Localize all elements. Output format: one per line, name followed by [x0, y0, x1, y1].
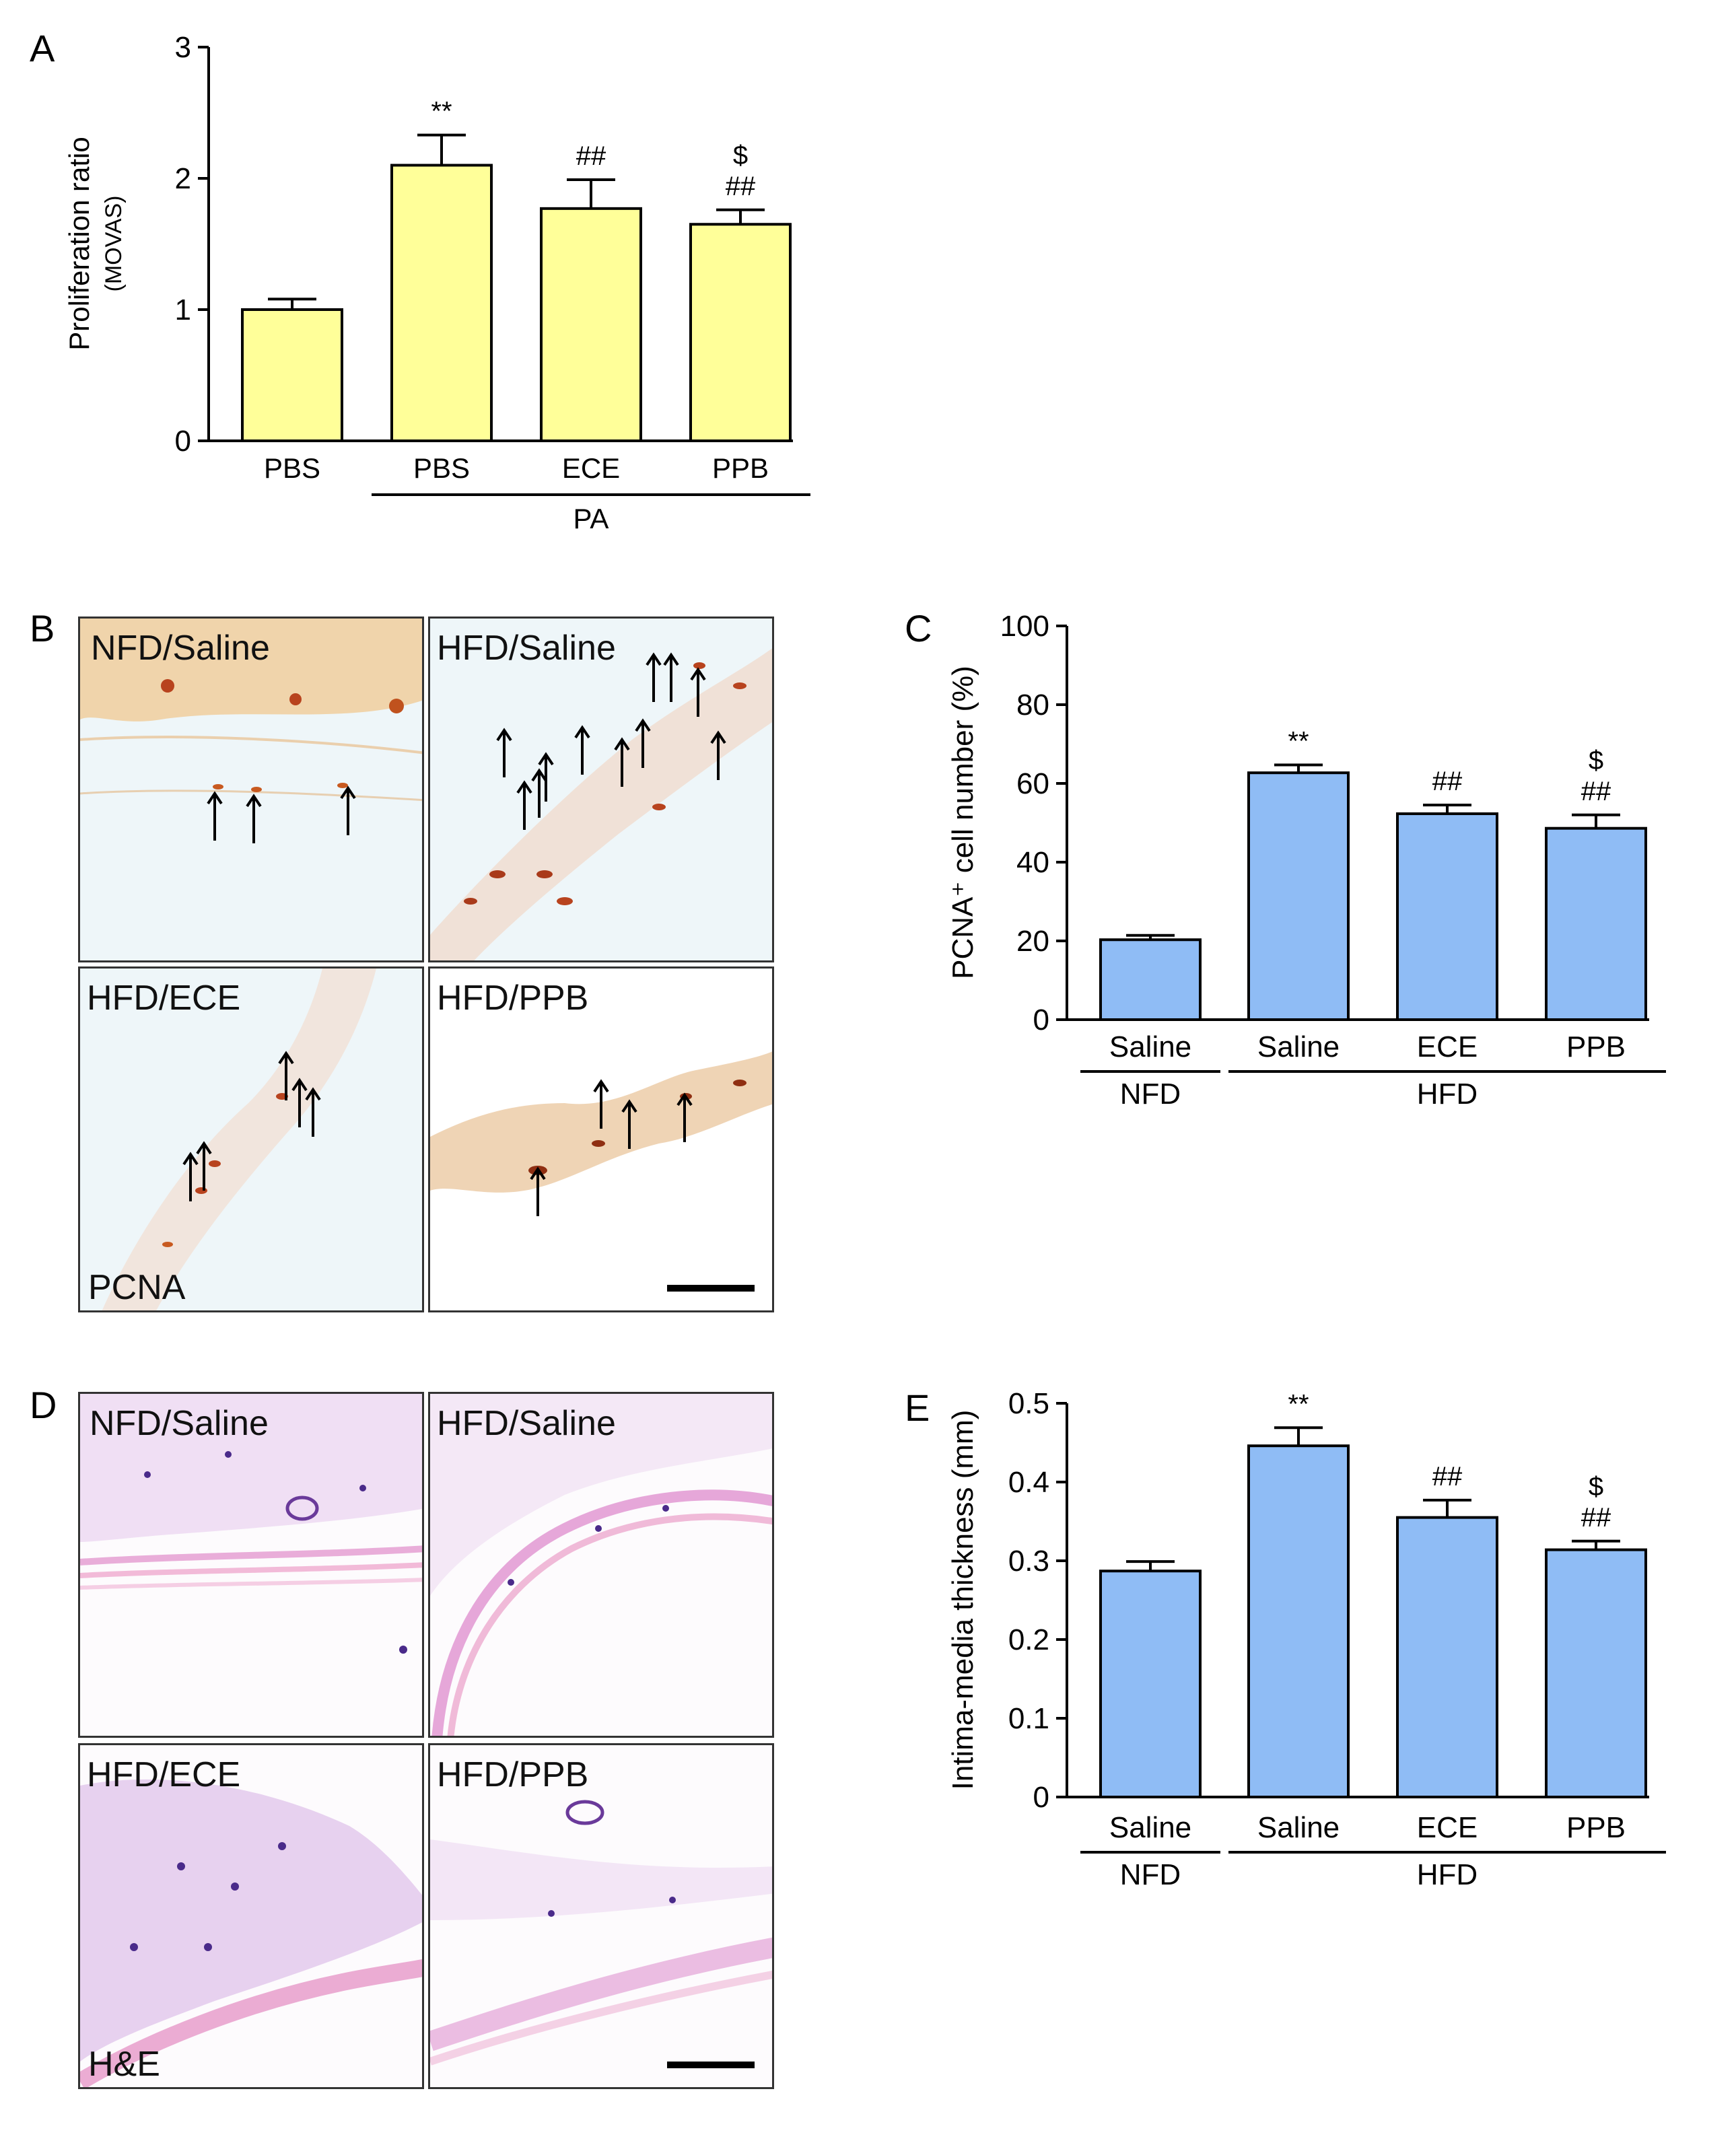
y-tick-label: 3	[175, 31, 191, 64]
significance-label: $	[733, 141, 748, 170]
y-axis-sublabel: (MOVAS)	[101, 196, 127, 292]
bar	[390, 164, 493, 442]
micrograph-label: HFD/PPB	[437, 1755, 589, 1794]
chart-e: 0 0.1 0.2 0.3 0.4 0.5 Intima-media thickness (…	[946, 1387, 1666, 1891]
stain-label: PCNA	[88, 1268, 186, 1307]
bar	[1247, 1444, 1350, 1798]
category-label: PPB	[1566, 1030, 1626, 1063]
micrograph-b-hfd-ppb: HFD/PPB	[428, 966, 774, 1312]
micrograph-label: HFD/Saline	[437, 1404, 616, 1443]
bar	[1099, 938, 1202, 1021]
significance-label: ##	[1432, 1462, 1463, 1491]
y-tick-label: 2	[175, 162, 191, 195]
category-label: PBS	[413, 452, 470, 484]
significance-label: ##	[726, 172, 756, 201]
significance-label: ##	[576, 141, 606, 171]
y-tick-label: 0.2	[1008, 1623, 1049, 1656]
category-label: Saline	[1257, 1811, 1340, 1844]
bar	[1396, 1516, 1498, 1798]
y-axis-label: Intima-media thickness (mm)	[946, 1410, 979, 1790]
y-tick-label: 0	[1033, 1781, 1049, 1814]
category-label: ECE	[562, 452, 620, 484]
y-tick-label: 0	[175, 425, 191, 458]
bar	[1545, 1548, 1647, 1799]
bar	[1396, 812, 1498, 1022]
group-label: NFD	[1120, 1858, 1181, 1891]
category-label: Saline	[1109, 1030, 1191, 1063]
category-label: PPB	[1566, 1811, 1626, 1844]
category-label: PPB	[712, 452, 769, 484]
significance-label: $	[1589, 1472, 1603, 1502]
y-axis-label: PCNA⁺ cell number (%)	[946, 666, 979, 979]
y-tick-label: 0.5	[1008, 1387, 1049, 1420]
tissue-texture	[80, 619, 422, 843]
category-label: Saline	[1257, 1030, 1340, 1063]
category-label: PBS	[264, 452, 320, 484]
micrograph-b-hfd-saline: HFD/Saline	[428, 617, 774, 962]
stain-label: H&E	[88, 2045, 160, 2084]
tissue-texture	[430, 648, 772, 960]
significance-label: ##	[1432, 767, 1463, 796]
micrograph-d-hfd-saline: HFD/Saline	[428, 1392, 774, 1738]
significance-label: **	[1288, 727, 1309, 756]
micrograph-label: NFD/Saline	[90, 1404, 269, 1443]
y-axis-label: Proliferation ratio	[63, 137, 95, 350]
tissue-texture	[80, 1779, 422, 2087]
tissue-texture	[430, 1051, 772, 1216]
micrograph-label: HFD/ECE	[87, 979, 241, 1018]
chart-c: 0 20 40 60 80 100 PCNA⁺ cell number (%) Saline *…	[946, 610, 1666, 1111]
panel-letter-e: E	[905, 1386, 930, 1429]
y-tick-label: 20	[1016, 925, 1049, 958]
scale-bar	[667, 1285, 755, 1292]
y-tick-label: 0.1	[1008, 1702, 1049, 1735]
significance-label: ##	[1581, 1503, 1611, 1533]
panel-letter-c: C	[905, 607, 932, 649]
bar	[1099, 1570, 1202, 1798]
group-label: PA	[574, 503, 609, 534]
y-tick-label: 40	[1016, 846, 1049, 879]
significance-label: ##	[1581, 777, 1611, 806]
category-label: ECE	[1417, 1030, 1478, 1063]
micrograph-label: HFD/PPB	[437, 979, 589, 1018]
micrograph-b-nfd-saline: NFD/Saline	[78, 617, 424, 962]
bar	[540, 207, 642, 442]
micrograph-label: NFD/Saline	[91, 629, 270, 668]
y-tick-label: 0.4	[1008, 1466, 1049, 1499]
chart-a: 0 1 2 3 Proliferation ratio (MOVAS) PBS ** PBS ##…	[63, 31, 810, 534]
panel-letter-d: D	[30, 1384, 57, 1426]
y-tick-label: 1	[175, 293, 191, 326]
micrograph-d-hfd-ppb: HFD/PPB	[428, 1743, 774, 2089]
group-label: NFD	[1120, 1078, 1181, 1111]
group-label: HFD	[1417, 1858, 1478, 1891]
micrograph-label: HFD/Saline	[437, 629, 616, 668]
tissue-texture	[430, 1800, 772, 2066]
category-label: ECE	[1417, 1811, 1478, 1844]
micrograph-b-hfd-ece: HFD/ECE PCNA	[78, 966, 424, 1312]
micrograph-d-nfd-saline: NFD/Saline	[78, 1392, 424, 1738]
bar	[689, 223, 792, 442]
micrograph-d-hfd-ece: HFD/ECE H&E	[78, 1743, 424, 2089]
bar	[241, 308, 343, 442]
tissue-texture	[102, 969, 376, 1310]
bar	[1247, 771, 1350, 1021]
scale-bar	[667, 2062, 755, 2068]
y-tick-label: 80	[1016, 689, 1049, 721]
significance-label: **	[1288, 1389, 1309, 1419]
bar	[1545, 826, 1647, 1021]
tissue-texture	[80, 1394, 422, 1654]
y-tick-label: 100	[1000, 610, 1049, 643]
panel-letter-b: B	[30, 607, 55, 649]
y-tick-label: 0	[1033, 1004, 1049, 1036]
micrograph-label: HFD/ECE	[87, 1755, 241, 1794]
tissue-texture	[430, 1394, 772, 1736]
panel-letter-a: A	[30, 27, 55, 69]
significance-label: **	[431, 97, 452, 127]
group-label: HFD	[1417, 1078, 1478, 1111]
category-label: Saline	[1109, 1811, 1191, 1844]
significance-label: $	[1589, 746, 1603, 775]
y-tick-label: 0.3	[1008, 1545, 1049, 1578]
y-tick-label: 60	[1016, 767, 1049, 800]
